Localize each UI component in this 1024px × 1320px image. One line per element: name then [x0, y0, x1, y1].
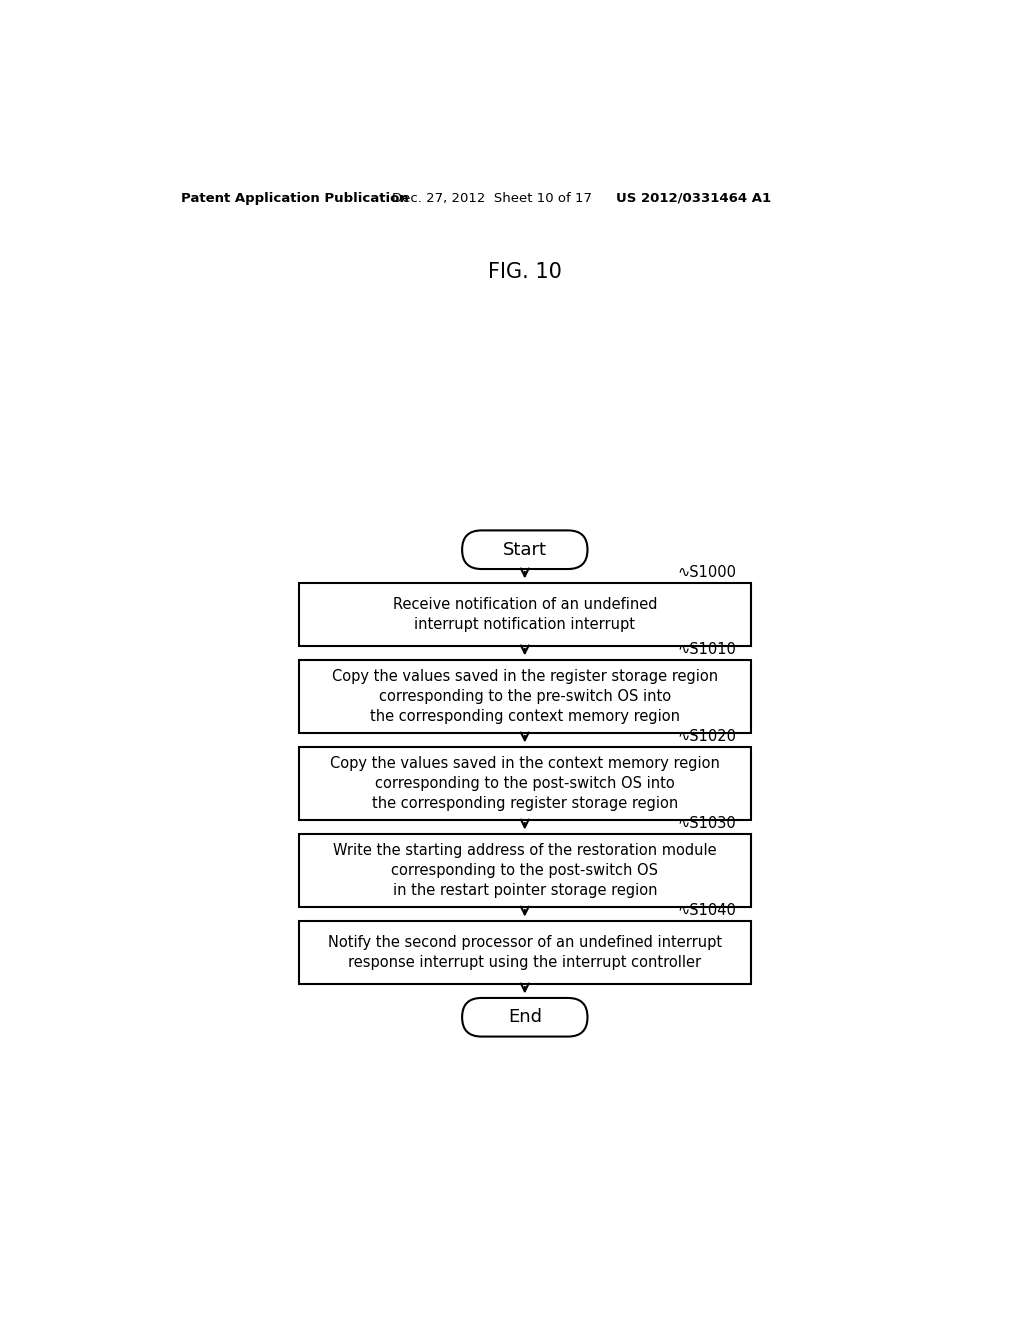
Text: Dec. 27, 2012  Sheet 10 of 17: Dec. 27, 2012 Sheet 10 of 17 — [391, 191, 592, 205]
Text: ∿S1030: ∿S1030 — [677, 816, 736, 830]
Text: Copy the values saved in the register storage region
corresponding to the pre-sw: Copy the values saved in the register st… — [332, 668, 718, 725]
Text: US 2012/0331464 A1: US 2012/0331464 A1 — [616, 191, 771, 205]
Bar — [299, 660, 751, 733]
Text: Receive notification of an undefined
interrupt notification interrupt: Receive notification of an undefined int… — [392, 597, 657, 632]
Text: Copy the values saved in the context memory region
corresponding to the post-swi: Copy the values saved in the context mem… — [330, 755, 720, 812]
Text: ∿S1000: ∿S1000 — [677, 565, 736, 579]
FancyBboxPatch shape — [462, 531, 588, 569]
Text: Notify the second processor of an undefined interrupt
response interrupt using t: Notify the second processor of an undefi… — [328, 935, 722, 970]
Text: ∿S1010: ∿S1010 — [677, 642, 736, 657]
Text: FIG. 10: FIG. 10 — [487, 263, 562, 282]
Bar — [299, 834, 751, 907]
FancyBboxPatch shape — [462, 998, 588, 1036]
Text: ∿S1020: ∿S1020 — [677, 729, 736, 743]
Bar — [299, 747, 751, 820]
Text: Write the starting address of the restoration module
corresponding to the post-s: Write the starting address of the restor… — [333, 842, 717, 899]
Bar — [299, 921, 751, 983]
Bar — [299, 583, 751, 645]
Text: End: End — [508, 1008, 542, 1026]
Text: Patent Application Publication: Patent Application Publication — [180, 191, 409, 205]
Text: ∿S1040: ∿S1040 — [677, 903, 736, 917]
Text: Start: Start — [503, 541, 547, 558]
